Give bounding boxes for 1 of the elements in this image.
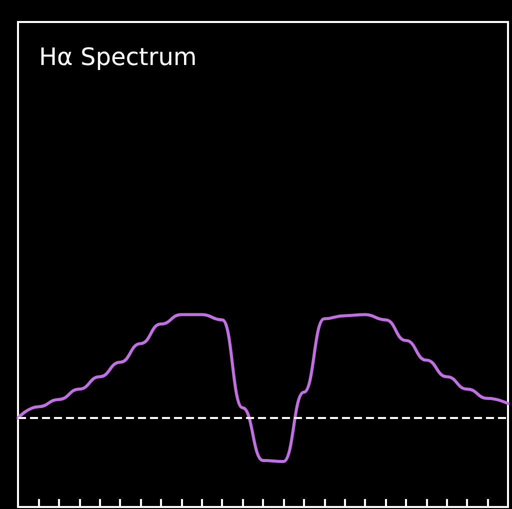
chart-title: Hα Spectrum — [39, 43, 197, 71]
